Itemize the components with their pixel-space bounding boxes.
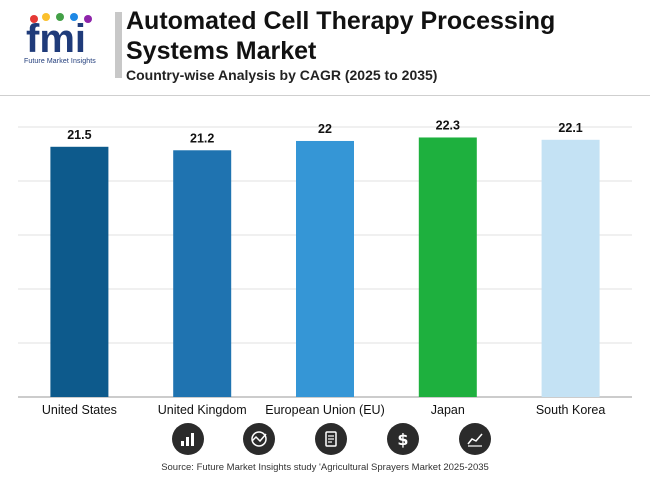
value-label: 21.2: [190, 131, 214, 145]
bar-european-union: [296, 140, 354, 397]
svg-text:$: $: [397, 430, 408, 449]
chart-title: Automated Cell Therapy Processing System…: [126, 7, 556, 65]
fmi-logo-mark: fmi: [26, 13, 92, 61]
value-label: 22.3: [436, 118, 460, 132]
bar-united-states: [50, 146, 109, 397]
globe-chart-icon: [243, 423, 275, 455]
bar-chart-icon: [172, 423, 204, 455]
value-label: 22.1: [558, 121, 582, 135]
line-chart-icon: [459, 423, 491, 455]
document-icon: [315, 423, 347, 455]
chart-value-labels: 21.5 21.2 22 22.3 22.1: [67, 118, 583, 145]
x-tick-label: South Korea: [536, 403, 606, 417]
bar-united-kingdom: [173, 150, 232, 397]
value-label: 22: [318, 122, 332, 136]
x-tick-label: Japan: [431, 403, 465, 417]
x-tick-label: United States: [42, 403, 117, 417]
logo-text: fmi: [26, 17, 86, 60]
bar-japan: [418, 137, 477, 398]
header-divider: [0, 95, 650, 96]
value-label: 21.5: [67, 128, 91, 142]
bar-south-korea: [541, 139, 600, 397]
chart-subtitle: Country-wise Analysis by CAGR (2025 to 2…: [126, 67, 438, 83]
x-tick-label: United Kingdom: [158, 403, 247, 417]
dollar-icon: $: [387, 423, 419, 455]
chart-x-tick-labels: United States United Kingdom European Unio…: [42, 403, 606, 417]
title-accent-bar: [115, 12, 122, 78]
x-tick-label: European Union (EU): [265, 403, 385, 417]
bar-chart: 21.5 21.2 22 22.3 22.1 United States United K…: [18, 118, 632, 417]
icon-row: $: [0, 423, 650, 459]
source-note: Source: Future Market Insights study 'Ag…: [161, 462, 489, 473]
logo-subtext: Future Market Insights: [24, 58, 96, 65]
chart-bars: [50, 137, 600, 398]
fmi-logo: fmi: [22, 12, 112, 72]
